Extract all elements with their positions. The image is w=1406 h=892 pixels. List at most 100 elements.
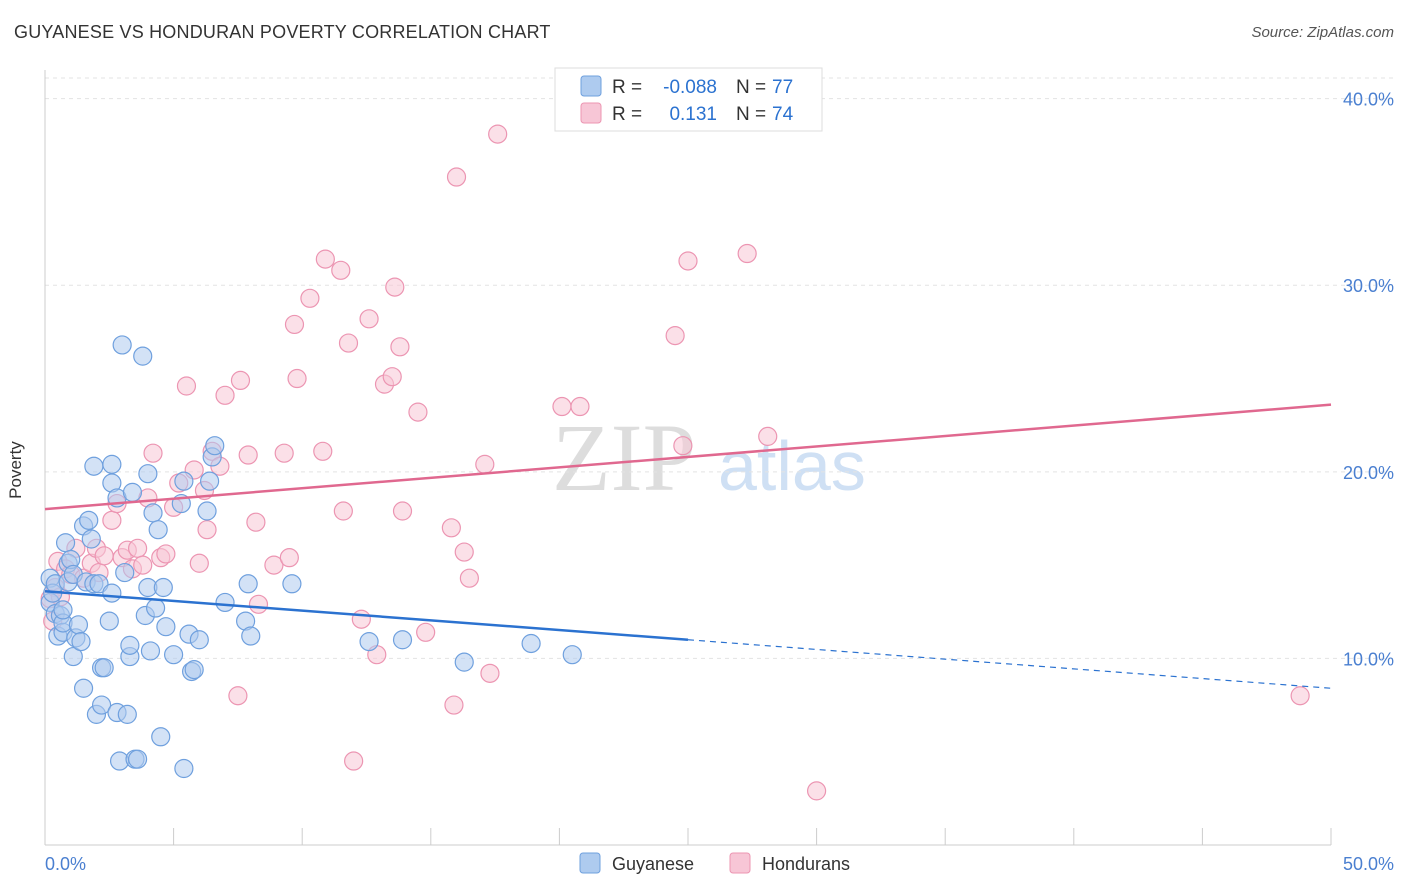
hondurans-point [392, 501, 413, 521]
guyanese-point [112, 335, 132, 355]
guyanese-point [143, 503, 163, 523]
y-tick-label: 40.0% [1343, 90, 1394, 110]
guyanese-point [73, 678, 94, 698]
guyanese-point [127, 749, 148, 769]
guyanese-point [174, 471, 194, 491]
hondurans-point [143, 443, 163, 463]
y-tick-label: 30.0% [1343, 276, 1394, 296]
guyanese-point [91, 695, 112, 715]
hondurans-point [331, 260, 351, 280]
guyanese-legend-swatch [580, 75, 602, 97]
series-legend: Guyanese Hondurans [579, 852, 850, 874]
hondurans-point [570, 396, 590, 417]
hondurans-point [480, 663, 500, 683]
hondurans-point [274, 443, 294, 463]
hondurans-point [133, 555, 153, 575]
x-tick-label-max: 50.0% [1343, 854, 1394, 874]
guyanese-point [81, 529, 101, 549]
hondurans-point [230, 370, 251, 391]
hondurans-point [673, 436, 693, 456]
guyanese-point [215, 592, 235, 613]
hondurans-point [102, 510, 122, 530]
guyanese-point [189, 630, 209, 650]
hondurans-r-label: R = [612, 104, 642, 125]
hondurans-point [176, 376, 197, 396]
hondurans-point [156, 544, 176, 564]
guyanese-point [148, 520, 168, 540]
hondurans-point [264, 555, 284, 575]
y-tick-labels: 10.0% 20.0% 30.0% 40.0% [1343, 90, 1394, 670]
hondurans-point [359, 309, 379, 329]
hondurans-r-value: 0.131 [669, 104, 717, 125]
hondurans-point [238, 445, 258, 465]
guyanese-point [197, 501, 217, 521]
hondurans-n-value: 74 [772, 104, 794, 125]
guyanese-point [89, 574, 109, 594]
hondurans-point [552, 396, 572, 417]
x-ticks [44, 828, 1332, 845]
hondurans-point [454, 542, 474, 562]
hondurans-point [382, 367, 402, 387]
hondurans-point [806, 781, 827, 801]
y-tick-label: 20.0% [1343, 463, 1394, 483]
guyanese-trend-extension [687, 639, 1332, 689]
guyanese-series-swatch [579, 852, 601, 874]
hondurans-point [284, 314, 305, 335]
guyanese-point [138, 464, 158, 484]
guyanese-n-value: 77 [772, 77, 793, 98]
hondurans-trend-line [44, 403, 1332, 511]
guyanese-point [99, 611, 119, 631]
hondurans-point [344, 751, 364, 771]
hondurans-point [1290, 686, 1310, 706]
hondurans-point [197, 520, 217, 540]
guyanese-point [55, 533, 76, 553]
hondurans-point [446, 167, 467, 187]
hondurans-point [488, 124, 508, 144]
guyanese-point [174, 758, 194, 779]
grid-lines [45, 77, 1394, 659]
hondurans-series-swatch [729, 852, 751, 874]
guyanese-point [68, 615, 89, 635]
hondurans-point [94, 546, 114, 566]
guyanese-point [53, 600, 73, 620]
guyanese-point [184, 660, 204, 680]
guyanese-r-label: R = [612, 77, 642, 98]
guyanese-point [145, 598, 166, 618]
correlation-legend: R = -0.088 N = 77 R = 0.131 N = 74 [554, 67, 823, 132]
guyanese-n-label: N = [736, 77, 766, 98]
hondurans-point [189, 553, 209, 573]
guyanese-points [40, 335, 582, 779]
hondurans-point [246, 512, 266, 532]
guyanese-point [164, 645, 184, 665]
guyanese-r-value: -0.088 [663, 77, 717, 98]
guyanese-point [115, 562, 135, 583]
guyanese-point [153, 577, 173, 598]
guyanese-point [392, 630, 413, 650]
hondurans-legend-swatch [580, 102, 602, 124]
hondurans-point [441, 518, 461, 538]
guyanese-series-label: Guyanese [612, 854, 694, 874]
hondurans-point [228, 686, 248, 706]
guyanese-point [140, 641, 161, 661]
guyanese-point [562, 645, 582, 665]
hondurans-point [287, 368, 307, 389]
hondurans-point [338, 333, 359, 353]
guyanese-point [151, 727, 171, 747]
guyanese-point [454, 652, 474, 672]
guyanese-point [241, 626, 261, 646]
hondurans-point [459, 568, 479, 588]
guyanese-point [71, 632, 91, 652]
hondurans-point [408, 402, 428, 422]
hondurans-point [390, 337, 410, 357]
guyanese-point [156, 617, 176, 637]
source-label: Source: ZipAtlas.com [1251, 24, 1394, 41]
hondurans-point [215, 385, 235, 405]
hondurans-point [678, 251, 698, 271]
x-tick-label-min: 0.0% [45, 854, 86, 874]
hondurans-point [248, 594, 269, 614]
hondurans-point [737, 243, 757, 264]
hondurans-point [758, 426, 778, 446]
hondurans-point [315, 249, 335, 269]
hondurans-point [333, 501, 353, 521]
